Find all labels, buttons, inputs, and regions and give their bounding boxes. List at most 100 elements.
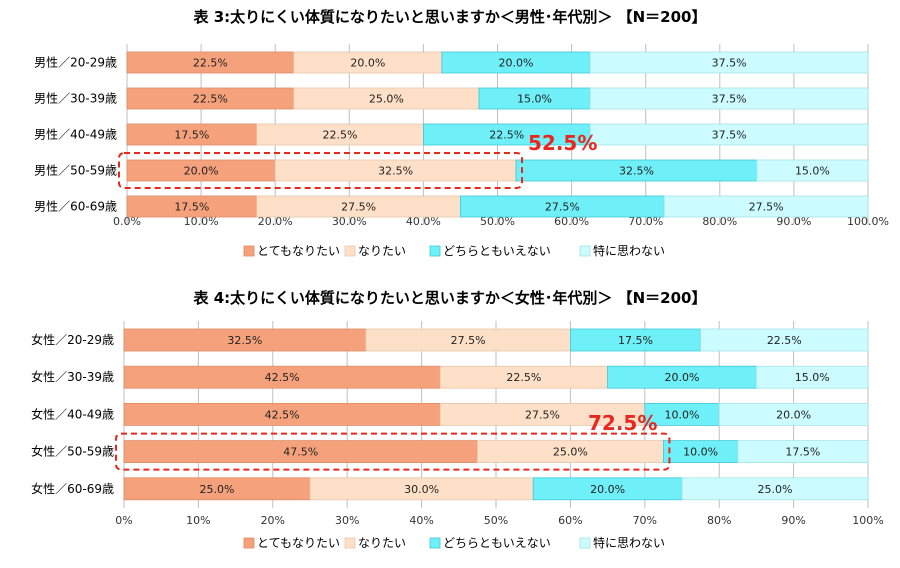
x-tick-label: 100.0%: [847, 215, 889, 228]
x-tick-label: 80%: [707, 514, 731, 527]
data-label: 42.5%: [265, 408, 300, 421]
legend-swatch: [429, 537, 441, 549]
data-label: 27.5%: [451, 334, 486, 347]
data-label: 27.5%: [545, 201, 580, 214]
data-label: 10.0%: [683, 446, 718, 459]
bar-segment: [737, 440, 869, 464]
data-label: 27.5%: [749, 201, 784, 214]
x-tick-label: 30.0%: [332, 215, 367, 228]
x-tick-label: 50.0%: [480, 215, 515, 228]
x-tick-label: 50%: [484, 514, 508, 527]
data-label: 17.5%: [785, 446, 820, 459]
legend-label: なりたい: [358, 244, 406, 258]
data-label: 42.5%: [265, 371, 300, 384]
x-tick-label: 40.0%: [406, 215, 441, 228]
data-label: 32.5%: [227, 334, 262, 347]
legend-label: 特に思わない: [593, 535, 665, 550]
data-label: 17.5%: [618, 334, 653, 347]
legend-swatch: [429, 245, 441, 257]
legend-label: 特に思わない: [593, 243, 665, 258]
data-label: 15.0%: [795, 371, 830, 384]
bar-segment: [589, 123, 869, 146]
data-label: 32.5%: [378, 165, 413, 178]
data-label: 22.5%: [193, 57, 228, 70]
highlight-total-label: 52.5%: [528, 131, 597, 155]
x-tick-label: 40%: [409, 514, 433, 527]
bar-segment: [756, 159, 869, 182]
data-label: 32.5%: [619, 165, 654, 178]
x-tick-label: 10%: [186, 514, 210, 527]
highlight-box: [115, 432, 671, 471]
legend-label: とてもなりたい: [257, 536, 340, 550]
data-label: 25.0%: [758, 483, 793, 496]
x-tick-label: 10.0%: [184, 215, 219, 228]
data-label: 22.5%: [767, 334, 802, 347]
data-label: 17.5%: [174, 201, 209, 214]
legend-label: どちらともいえない: [443, 244, 551, 258]
data-label: 22.5%: [193, 93, 228, 106]
data-label: 25.0%: [200, 483, 235, 496]
data-label: 22.5%: [506, 371, 541, 384]
legend-swatch: [243, 245, 255, 257]
legend-swatch: [579, 245, 591, 257]
legend-swatch: [579, 537, 591, 549]
data-label: 10.0%: [665, 408, 700, 421]
data-label: 27.5%: [341, 201, 376, 214]
category-label: 男性／20-29歳: [34, 56, 117, 70]
data-label: 15.0%: [795, 165, 830, 178]
x-tick-label: 100%: [852, 514, 883, 527]
x-tick-label: 0.0%: [113, 215, 141, 228]
bar-segment: [589, 51, 869, 74]
data-label: 17.5%: [174, 129, 209, 142]
x-tick-label: 60%: [558, 514, 582, 527]
data-label: 20.0%: [590, 483, 625, 496]
bar-segment: [718, 402, 869, 426]
x-tick-label: 70.0%: [628, 215, 663, 228]
chart-title-1: 表 3:太りにくい体質になりたいと思いますか＜男性･年代別＞ 【N＝200】: [194, 8, 707, 26]
data-label: 25.0%: [369, 93, 404, 106]
data-label: 37.5%: [712, 57, 747, 70]
x-tick-label: 20.0%: [258, 215, 293, 228]
legend-swatch: [243, 537, 255, 549]
data-label: 30.0%: [404, 483, 439, 496]
category-label: 女性／20-29歳: [31, 332, 114, 347]
category-label: 女性／60-69歳: [31, 481, 114, 496]
x-tick-label: 90.0%: [776, 215, 811, 228]
legend-swatch: [344, 537, 356, 549]
bar-segment: [756, 365, 869, 389]
data-label: 20.0%: [776, 408, 811, 421]
data-label: 25.0%: [553, 446, 588, 459]
bar-segment: [663, 195, 869, 218]
x-tick-label: 90%: [781, 514, 805, 527]
highlight-box: [118, 152, 524, 189]
category-label: 男性／30-39歳: [34, 92, 117, 106]
data-label: 22.5%: [489, 129, 524, 142]
data-label: 37.5%: [712, 93, 747, 106]
legend-label: とてもなりたい: [257, 244, 340, 258]
category-label: 女性／50-59歳: [31, 444, 114, 459]
bar-segment: [700, 328, 869, 352]
x-tick-label: 70%: [633, 514, 657, 527]
data-label: 47.5%: [283, 446, 318, 459]
category-label: 女性／30-39歳: [31, 369, 114, 384]
category-label: 男性／50-59歳: [34, 164, 117, 178]
data-label: 27.5%: [525, 408, 560, 421]
data-label: 15.0%: [517, 93, 552, 106]
category-label: 男性／40-49歳: [34, 128, 117, 142]
bar-segment: [589, 87, 869, 110]
data-label: 20.0%: [350, 57, 385, 70]
x-tick-label: 80.0%: [702, 215, 737, 228]
data-label: 20.0%: [665, 371, 700, 384]
chart-title-2: 表 4:太りにくい体質になりたいと思いますか＜女性･年代別＞ 【N＝200】: [194, 289, 707, 307]
data-label: 22.5%: [323, 129, 358, 142]
legend-swatch: [344, 245, 356, 257]
category-label: 女性／40-49歳: [31, 406, 114, 421]
highlight-total-label: 72.5%: [588, 411, 657, 435]
x-tick-label: 20%: [261, 514, 285, 527]
x-tick-label: 0%: [115, 514, 132, 527]
data-label: 37.5%: [712, 129, 747, 142]
x-tick-label: 60.0%: [554, 215, 589, 228]
legend-label: なりたい: [358, 536, 406, 550]
x-tick-label: 30%: [335, 514, 359, 527]
